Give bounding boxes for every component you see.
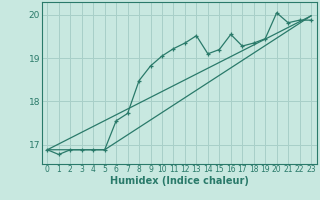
- X-axis label: Humidex (Indice chaleur): Humidex (Indice chaleur): [110, 176, 249, 186]
